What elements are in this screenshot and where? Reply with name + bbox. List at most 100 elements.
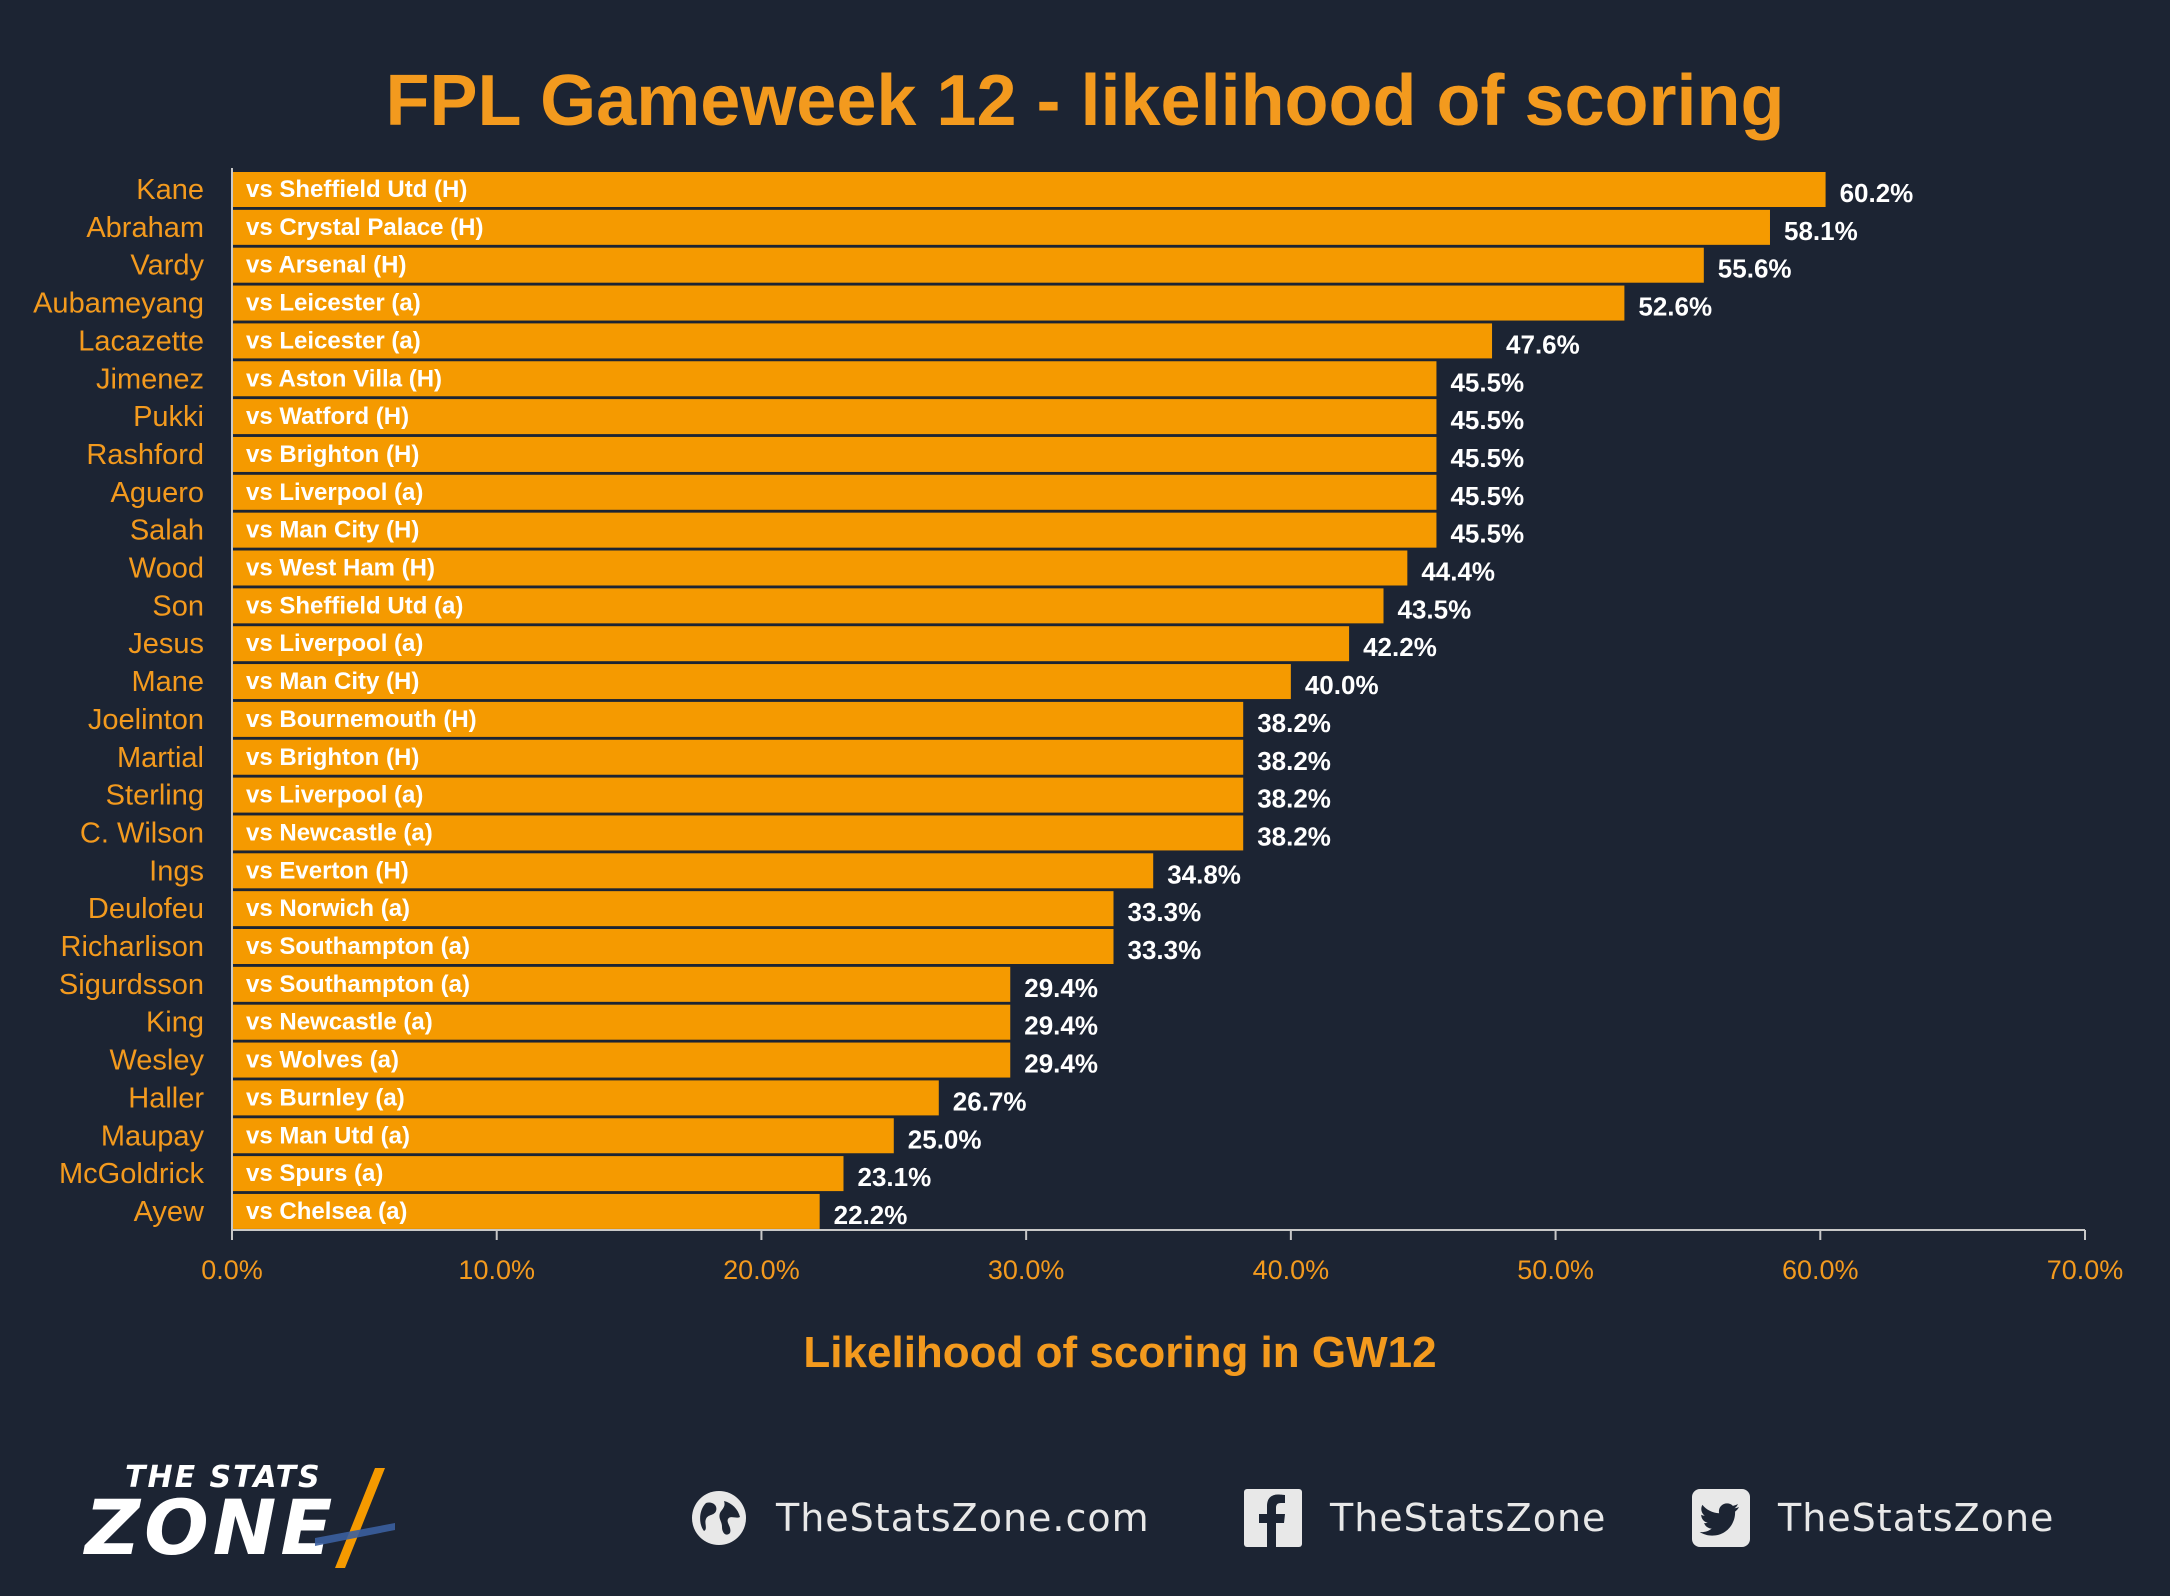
fixture-label: vs Bournemouth (H) [246,706,477,733]
bar-1 [232,209,1770,245]
category-label: Son [152,590,204,622]
x-tick-label: 40.0% [1253,1255,1330,1285]
fixture-label: vs Leicester (a) [246,290,421,317]
value-label: 58.1% [1784,216,1858,246]
category-label: Lacazette [78,325,204,357]
fixture-label: vs West Ham (H) [246,555,435,582]
value-label: 33.3% [1127,935,1201,965]
fixture-label: vs Liverpool (a) [246,479,423,506]
category-label: McGoldrick [59,1158,205,1190]
fixture-label: vs Newcastle (a) [246,819,433,846]
value-label: 45.5% [1450,405,1524,435]
x-axis-title: Likelihood of scoring in GW12 [803,1328,1436,1377]
bar-16 [232,777,1244,813]
fixture-label: vs Southampton (a) [246,971,470,998]
fixture-label: vs Sheffield Utd (H) [246,176,467,203]
logo-top-text: THE STATS [125,1460,322,1495]
fixture-label: vs Burnley (a) [246,1084,405,1111]
category-label: Abraham [86,212,204,244]
category-label: Joelinton [88,704,204,736]
value-label: 43.5% [1398,594,1472,624]
website-text: TheStatsZone.com [776,1496,1150,1540]
category-label: Pukki [133,401,204,433]
bar-17 [232,815,1244,851]
bar-23 [232,1042,1011,1078]
value-label: 38.2% [1257,708,1331,738]
fixture-label: vs Liverpool (a) [246,630,423,657]
fixture-label: vs Leicester (a) [246,327,421,354]
facebook-text: TheStatsZone [1330,1496,1607,1540]
bar-10 [232,550,1408,586]
fixture-label: vs Watford (H) [246,403,409,430]
bar-24 [232,1080,939,1116]
bar-20 [232,929,1114,964]
value-label: 45.5% [1450,367,1524,397]
logo-main-text: ZONE [85,1483,337,1572]
category-label: Vardy [130,250,204,282]
value-label: 29.4% [1024,1049,1098,1079]
twitter-link[interactable]: TheStatsZone [1692,1488,2054,1548]
fixture-label: vs Crystal Palace (H) [246,214,483,241]
x-tick-label: 20.0% [723,1255,800,1285]
value-label: 38.2% [1257,784,1331,814]
footer: THE STATS ZONE TheStatsZone.com TheStats… [0,1430,2170,1580]
value-label: 38.2% [1257,746,1331,776]
category-label: Aubameyang [33,288,204,320]
chart-title: FPL Gameweek 12 - likelihood of scoring [385,61,1784,141]
facebook-link[interactable]: TheStatsZone [1244,1488,1606,1548]
value-label: 45.5% [1450,481,1524,511]
facebook-icon [1244,1489,1302,1547]
category-label: Aguero [110,477,204,509]
bar-12 [232,626,1350,662]
fixture-label: vs Newcastle (a) [246,1009,433,1036]
value-label: 44.4% [1421,557,1495,587]
fixture-label: vs Southampton (a) [246,933,470,960]
value-label: 33.3% [1127,897,1201,927]
category-label: Maupay [101,1120,205,1152]
logo-swoosh-icon [315,1468,395,1568]
value-label: 26.7% [953,1086,1027,1116]
fixture-label: vs Brighton (H) [246,744,419,771]
value-label: 47.6% [1506,329,1580,359]
bar-18 [232,853,1154,889]
fixture-label: vs Chelsea (a) [246,1198,407,1225]
bar-11 [232,588,1384,624]
fixture-label: vs Everton (H) [246,857,409,884]
x-tick-label: 60.0% [1782,1255,1859,1285]
category-label: Wesley [109,1045,204,1077]
fixture-label: vs Man Utd (a) [246,1122,410,1149]
category-label: Wood [129,553,204,585]
value-label: 29.4% [1024,1011,1098,1041]
bar-6 [232,399,1437,435]
category-label: Ayew [134,1196,205,1228]
fixture-label: vs Man City (H) [246,668,419,695]
category-label: Ings [149,855,204,887]
twitter-icon [1692,1489,1750,1547]
bar-8 [232,474,1437,510]
bar-27 [232,1193,820,1229]
category-label: Rashford [86,439,204,471]
fixture-label: vs Man City (H) [246,517,419,544]
value-label: 23.1% [857,1162,931,1192]
value-label: 29.4% [1024,973,1098,1003]
fixture-label: vs Brighton (H) [246,441,419,468]
fixture-label: vs Aston Villa (H) [246,365,442,392]
fixture-label: vs Liverpool (a) [246,782,423,809]
fixture-label: vs Norwich (a) [246,895,410,922]
stats-zone-logo: THE STATS ZONE [85,1460,465,1570]
bar-chart: FPL Gameweek 12 - likelihood of scoring K… [33,61,2123,1377]
value-label: 40.0% [1305,670,1379,700]
value-label: 55.6% [1718,254,1792,284]
bar-13 [232,664,1291,700]
category-label: Salah [130,515,204,547]
globe-icon [692,1491,746,1545]
x-tick-label: 10.0% [458,1255,535,1285]
x-tick-label: 30.0% [988,1255,1065,1285]
category-label: Sterling [106,780,204,812]
category-label: Haller [128,1082,204,1114]
bar-0 [232,172,1826,207]
category-label: Jimenez [96,363,204,395]
bar-25 [232,1118,894,1154]
website-link[interactable]: TheStatsZone.com [690,1488,1150,1548]
